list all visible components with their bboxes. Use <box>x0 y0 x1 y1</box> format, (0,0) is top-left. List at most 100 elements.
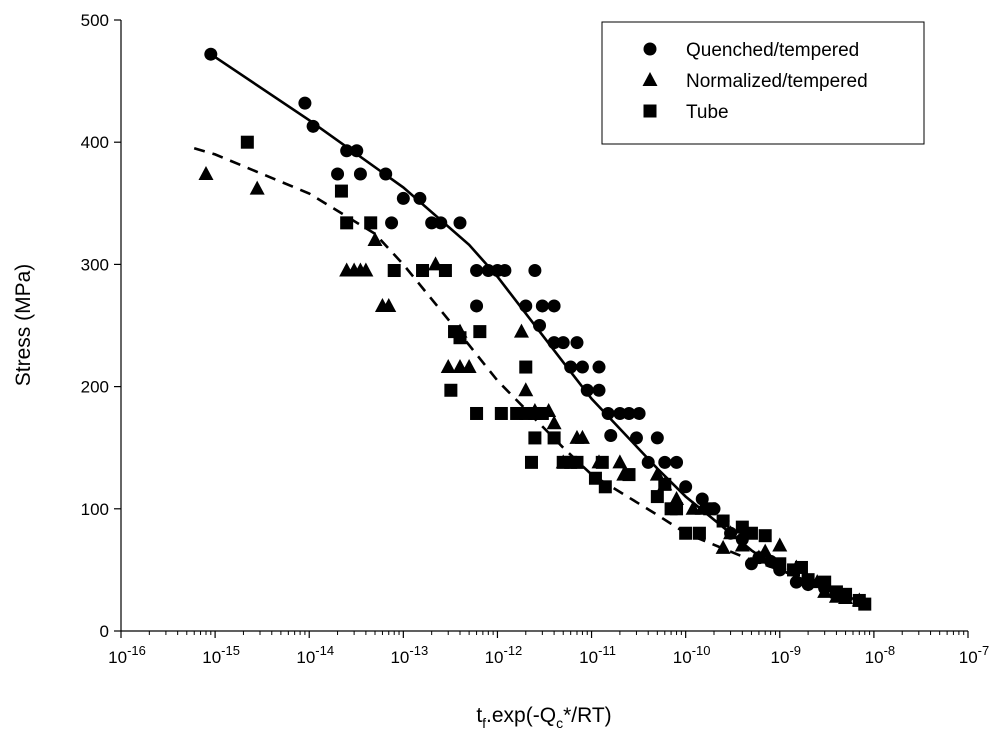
square-point <box>773 557 787 571</box>
triangle-point <box>513 323 529 338</box>
square-point <box>858 597 872 611</box>
y-tick-label: 0 <box>100 622 109 641</box>
circle-point <box>604 428 618 442</box>
square-point <box>524 455 538 469</box>
square-point <box>716 514 730 528</box>
triangle-point <box>440 359 456 374</box>
circle-point <box>481 264 495 278</box>
square-point <box>334 184 348 198</box>
square-point <box>622 468 636 482</box>
square-point <box>528 431 542 445</box>
circle-point <box>425 216 439 230</box>
circle-point <box>470 299 484 313</box>
triangle-point <box>461 359 477 374</box>
square-point <box>494 406 508 420</box>
legend: Quenched/tempered Normalized/tempered Tube <box>601 21 925 145</box>
x-tick-label: 10-11 <box>579 643 616 667</box>
data-points <box>198 47 872 611</box>
circle-point <box>340 144 354 158</box>
circle-point <box>592 383 606 397</box>
legend-label: Tube <box>686 102 729 123</box>
circle-point <box>470 264 484 278</box>
circle-point <box>306 119 320 133</box>
circle-point <box>556 336 570 350</box>
square-point <box>453 331 467 345</box>
triangle-point <box>574 429 590 444</box>
circle-point <box>413 191 427 205</box>
circle-point <box>453 216 467 230</box>
square-point <box>470 406 484 420</box>
square-point <box>703 502 717 516</box>
square-point <box>416 264 430 278</box>
circle-point <box>575 360 589 374</box>
square-point <box>801 573 815 587</box>
triangle-point <box>358 262 374 277</box>
circle-point <box>498 264 512 278</box>
triangle-point <box>817 583 833 598</box>
triangle-point <box>757 543 773 558</box>
x-tick-label: 10-12 <box>485 643 523 667</box>
triangle-point <box>715 539 731 554</box>
circle-point <box>613 406 627 420</box>
triangle-point <box>249 180 265 195</box>
square-point <box>240 135 254 149</box>
circle-point <box>331 167 345 181</box>
circle-point <box>298 96 312 110</box>
y-tick-label: 200 <box>81 378 109 397</box>
triangle-point <box>367 231 383 246</box>
square-point <box>473 325 487 339</box>
series-square <box>240 135 872 611</box>
triangle-point <box>518 382 534 397</box>
circle-point <box>601 406 615 420</box>
triangle-point <box>772 537 788 552</box>
y-tick-label: 100 <box>81 500 109 519</box>
circle-point <box>679 480 693 494</box>
x-tick-label: 10-14 <box>296 643 334 667</box>
circle-point <box>353 167 367 181</box>
x-tick-label: 10-13 <box>390 643 428 667</box>
square-point <box>570 455 584 469</box>
x-tick-label: 10-9 <box>771 643 801 667</box>
legend-square-icon <box>643 104 657 118</box>
circle-point <box>396 191 410 205</box>
triangle-point <box>649 466 665 481</box>
circle-point <box>629 431 643 445</box>
legend-label: Normalized/tempered <box>686 71 868 92</box>
x-tick-label: 10-7 <box>959 643 989 667</box>
square-point <box>818 575 832 589</box>
circle-point <box>658 455 672 469</box>
circle-point <box>379 167 393 181</box>
circle-point <box>650 431 664 445</box>
square-point <box>650 490 664 504</box>
square-point <box>364 216 378 230</box>
square-point <box>387 264 401 278</box>
y-tick-label: 500 <box>81 11 109 30</box>
circle-point <box>580 383 594 397</box>
circle-point <box>434 216 448 230</box>
circle-point <box>533 319 547 332</box>
triangle-point <box>723 525 739 540</box>
x-tick-label: 10-15 <box>202 643 240 667</box>
triangle-point <box>381 297 397 312</box>
square-point <box>794 560 808 574</box>
y-axis-title: Stress (MPa) <box>12 264 35 387</box>
circle-point <box>670 455 684 469</box>
triangle-point <box>612 454 628 469</box>
circle-point <box>204 47 218 61</box>
square-point <box>547 431 561 445</box>
circle-point <box>641 455 655 469</box>
tick-labels: 0 100 200 300 400 500 10-16 10-15 10-14 10-13 10-1… <box>81 11 990 667</box>
triangle-point <box>546 415 562 430</box>
circle-point <box>570 336 584 350</box>
circle-point <box>547 336 561 350</box>
square-point <box>598 480 612 494</box>
plot-axes <box>114 19 969 638</box>
circle-point <box>528 264 542 278</box>
legend-triangle-icon <box>642 72 658 86</box>
x-axis-title: tf.exp(-Qc*/RT) <box>476 704 611 731</box>
square-point <box>595 455 609 469</box>
square-point <box>444 383 458 397</box>
circle-point <box>695 492 709 506</box>
triangle-point <box>669 491 685 506</box>
legend-label: Quenched/tempered <box>686 40 859 61</box>
